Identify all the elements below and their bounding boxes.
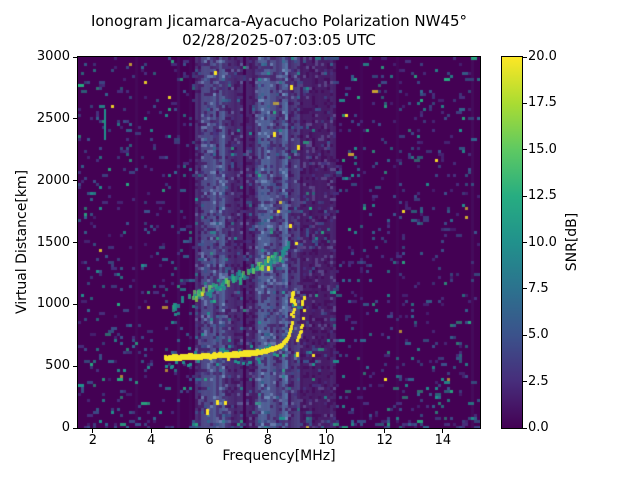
colorbar-tick-mark	[523, 334, 527, 336]
y-tick-label: 1500	[36, 234, 70, 250]
y-tick-mark	[73, 365, 77, 367]
colorbar-frame	[501, 56, 523, 429]
y-tick-mark	[73, 303, 77, 305]
x-tick-mark	[209, 429, 211, 433]
colorbar-tick-label: 17.5	[528, 95, 557, 111]
y-tick-mark	[73, 56, 77, 58]
x-tick-label: 8	[263, 433, 273, 448]
colorbar-tick-mark	[523, 242, 527, 243]
x-tick-mark	[267, 429, 269, 433]
colorbar-tick-label: 15.0	[528, 141, 557, 157]
y-tick-mark	[73, 427, 77, 429]
y-tick-label: 2500	[36, 110, 70, 126]
x-tick-label: 4	[147, 433, 156, 448]
x-tick-mark	[150, 429, 152, 433]
colorbar-tick-mark	[523, 195, 527, 197]
y-tick-mark	[73, 242, 77, 243]
ionogram-heatmap	[78, 57, 480, 428]
x-tick-mark	[325, 429, 327, 433]
y-tick-label: 0	[61, 420, 70, 435]
colorbar-tick-label: 2.5	[528, 373, 549, 389]
colorbar-gradient	[502, 57, 522, 428]
y-tick-label: 2000	[36, 172, 70, 188]
y-tick-mark	[73, 118, 77, 120]
y-tick-label: 1000	[36, 296, 70, 312]
colorbar-label: SNR[dB]	[564, 212, 580, 272]
x-tick-label: 2	[88, 433, 98, 448]
colorbar-tick-mark	[523, 149, 527, 151]
colorbar-tick-mark	[523, 427, 527, 429]
colorbar-tick-label: 20.0	[528, 49, 557, 64]
colorbar-tick-label: 5.0	[528, 327, 549, 343]
colorbar-tick-label: 10.0	[528, 234, 557, 250]
colorbar-tick-mark	[523, 288, 527, 290]
colorbar-tick-mark	[523, 56, 527, 58]
y-tick-label: 3000	[36, 49, 70, 64]
y-tick-label: 500	[45, 358, 70, 374]
figure-subtitle-timestamp: 02/28/2025-07:03:05 UTC	[182, 31, 376, 49]
x-tick-label: 12	[376, 433, 393, 448]
x-tick-mark	[384, 429, 386, 433]
y-tick-mark	[73, 180, 77, 182]
colorbar-tick-label: 12.5	[528, 188, 557, 204]
x-tick-mark	[442, 429, 444, 433]
x-axis-label: Frequency[MHz]	[222, 448, 336, 464]
colorbar-tick-label: 7.5	[528, 280, 549, 296]
x-tick-label: 14	[434, 433, 452, 448]
colorbar-tick-label: 0.0	[528, 420, 549, 435]
x-tick-label: 10	[317, 433, 335, 448]
figure-title: Ionogram Jicamarca-Ayacucho Polarization…	[90, 12, 468, 30]
x-tick-label: 6	[205, 433, 214, 448]
colorbar-tick-mark	[523, 102, 527, 104]
colorbar-tick-mark	[523, 381, 527, 383]
x-tick-mark	[92, 429, 94, 433]
